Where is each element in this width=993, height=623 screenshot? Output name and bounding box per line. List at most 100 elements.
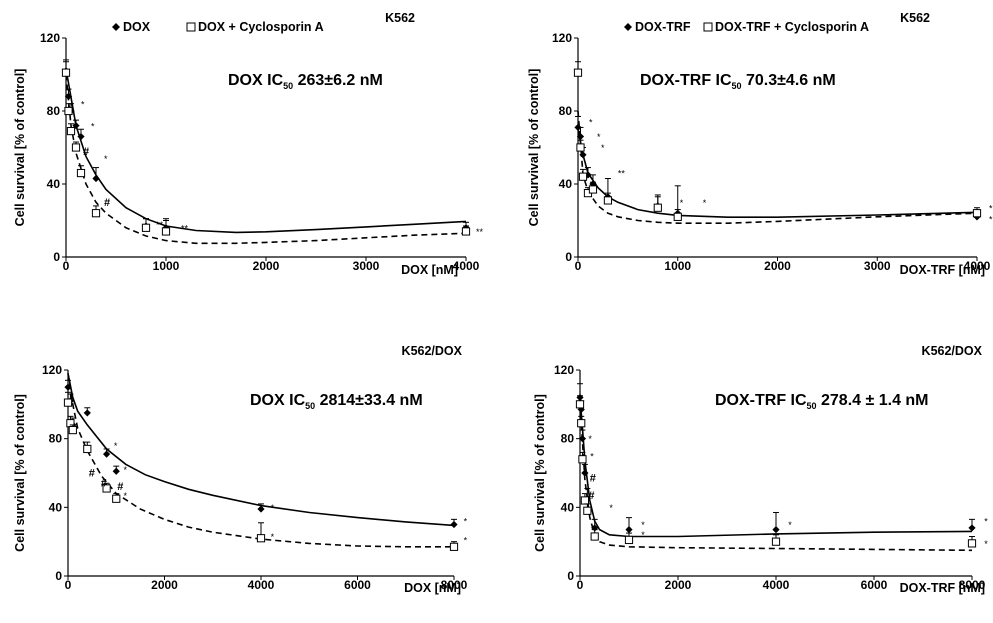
significance-star: * — [641, 530, 645, 540]
data-point-diamond — [450, 520, 458, 529]
legend-entry: DOX — [123, 20, 151, 34]
ic50-subscript: 50 — [305, 401, 315, 411]
significance-star: * — [91, 121, 95, 131]
x-tick-label: 4000 — [964, 259, 991, 273]
data-point-square — [161, 227, 171, 236]
significance-star: * — [271, 532, 275, 542]
cell-line-label: K562 — [900, 11, 930, 25]
data-point-square — [590, 532, 599, 541]
data-point-diamond — [103, 450, 111, 458]
data-point-square — [653, 203, 662, 212]
x-axis-label: DOX [nM] — [404, 581, 461, 595]
x-tick-label: 0 — [577, 578, 584, 592]
y-tick-label: 0 — [565, 250, 572, 264]
x-tick-label: 4000 — [763, 578, 790, 592]
legend-marker-diamond — [624, 23, 632, 31]
x-tick-label: 6000 — [861, 578, 888, 592]
significance-star: * — [114, 441, 118, 451]
significance-star: * — [271, 503, 275, 513]
data-point-square — [112, 494, 121, 503]
data-point-diamond — [581, 469, 589, 477]
fit-line-solid — [577, 129, 978, 218]
ic50-label: DOX IC50 2814±33.4 nM — [250, 392, 423, 411]
fit-line-dashed — [577, 110, 978, 224]
fit-line-dashed — [579, 404, 973, 552]
significance-star: * — [984, 539, 988, 549]
ic50-value: 70.3±4.6 nM — [742, 72, 836, 89]
significance-hash: # — [104, 197, 110, 209]
significance-star: * — [641, 520, 645, 530]
x-tick-label: 8000 — [441, 578, 468, 592]
data-point-square — [603, 196, 613, 205]
y-tick-label: 120 — [554, 363, 574, 377]
ic50-subscript: 50 — [283, 81, 293, 91]
ic50-label: DOX IC50 263±6.2 nM — [228, 72, 383, 91]
data-point-diamond — [77, 132, 85, 141]
data-point-square — [76, 168, 86, 178]
data-point-square — [141, 223, 151, 232]
ic50-label: DOX-TRF IC50 70.3±4.6 nM — [640, 72, 836, 91]
significance-star: ** — [476, 227, 484, 237]
data-point-diamond — [83, 409, 91, 417]
data-point-diamond — [112, 467, 120, 475]
data-point-diamond — [257, 505, 265, 513]
data-point-square — [71, 143, 81, 152]
y-axis-label: Cell survival [% of control] — [533, 394, 547, 552]
x-tick-label: 4000 — [248, 578, 275, 592]
chart-panel-2: 0 1000 2000 3000 4000 0 40 80 120 DOX-TRF [nM] Cel… — [527, 11, 993, 277]
significance-star: * — [464, 535, 468, 545]
data-point-diamond — [64, 383, 72, 391]
y-tick-label: 40 — [559, 177, 573, 191]
data-point-square — [576, 143, 585, 152]
y-tick-label: 120 — [552, 31, 572, 45]
x-axis-label: DOX-TRF [nM] — [900, 263, 985, 277]
x-tick-label: 0 — [63, 259, 70, 273]
significance-star: * — [464, 517, 468, 527]
x-tick-label: 4000 — [453, 259, 480, 273]
chart-panel-4: 0 2000 4000 6000 8000 0 40 80 120 DOX-TRF [nM] Cel… — [533, 344, 988, 595]
significance-hash: # — [117, 481, 123, 493]
data-point-diamond — [625, 526, 633, 534]
legend-entry: DOX + Cyclosporin A — [198, 20, 324, 34]
significance-star: * — [590, 451, 594, 461]
x-tick-label: 2000 — [764, 259, 791, 273]
x-tick-label: 2000 — [151, 578, 178, 592]
significance-star: * — [588, 434, 592, 444]
significance-star: * — [123, 491, 127, 501]
legend-marker-diamond — [112, 23, 120, 31]
x-tick-label: 8000 — [959, 578, 986, 592]
ic50-prefix: DOX-TRF IC — [640, 72, 732, 89]
significance-star: ** — [156, 220, 164, 230]
x-tick-label: 2000 — [665, 578, 692, 592]
y-tick-label: 120 — [40, 31, 60, 45]
fit-line-solid — [67, 373, 455, 527]
fit-line-dashed — [67, 373, 454, 548]
legend: DOX DOX + Cyclosporin A — [112, 20, 324, 34]
data-point-square — [578, 455, 587, 464]
significance-star: * — [81, 99, 85, 109]
cell-line-label: K562 — [385, 11, 415, 25]
y-axis-label: Cell survival [% of control] — [13, 69, 27, 227]
data-point-square — [61, 68, 71, 77]
data-point-square — [83, 444, 92, 454]
x-tick-label: 0 — [575, 259, 582, 273]
data-point-square — [624, 535, 634, 545]
data-point-square — [256, 534, 266, 543]
significance-star: * — [788, 520, 792, 530]
data-point-square — [461, 227, 471, 236]
y-tick-label: 0 — [567, 569, 574, 583]
y-tick-label: 80 — [49, 432, 63, 446]
fit-line-dashed — [65, 74, 467, 245]
y-tick-label: 0 — [55, 569, 62, 583]
data-point-square — [573, 68, 583, 77]
data-point-diamond — [64, 92, 73, 100]
x-tick-label: 1000 — [153, 259, 180, 273]
data-point-square — [91, 209, 101, 218]
cell-line-label: K562/DOX — [922, 344, 983, 358]
significance-hash: # — [590, 473, 596, 485]
y-tick-label: 80 — [561, 432, 575, 446]
x-tick-label: 3000 — [353, 259, 380, 273]
ic50-subscript: 50 — [732, 81, 742, 91]
x-tick-label: 3000 — [864, 259, 891, 273]
